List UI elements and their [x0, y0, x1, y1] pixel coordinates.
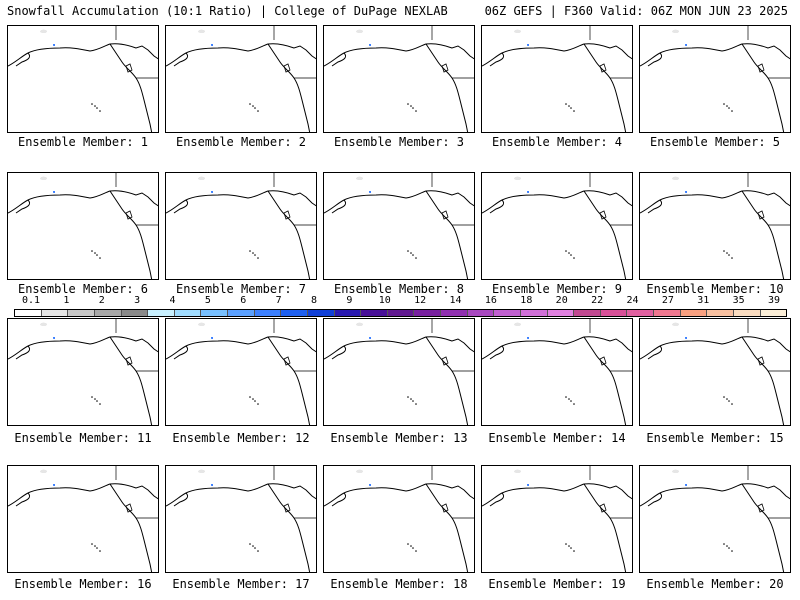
ensemble-member-label: Ensemble Member: 2: [175, 135, 307, 149]
chart-title: Snowfall Accumulation (10:1 Ratio) | Col…: [7, 4, 448, 18]
ensemble-map-7: [165, 172, 317, 280]
color-scale-tick: 31: [697, 295, 710, 306]
color-scale-cell: [68, 310, 95, 316]
ensemble-member-label: Ensemble Member: 20: [646, 577, 784, 591]
color-scale-tick: 6: [240, 295, 247, 306]
color-scale-cell: [760, 310, 787, 316]
ensemble-map-4: [481, 25, 633, 133]
color-scale-cell: [707, 310, 734, 316]
color-scale-cell: [41, 310, 69, 316]
ensemble-member-label: Ensemble Member: 17: [172, 577, 310, 591]
color-scale-tick: 5: [204, 295, 211, 306]
color-scale-cell: [574, 310, 601, 316]
ensemble-map-20: [639, 465, 791, 573]
ensemble-member-label: Ensemble Member: 7: [175, 282, 307, 296]
ensemble-member-label: Ensemble Member: 3: [333, 135, 465, 149]
ensemble-map-8: [323, 172, 475, 280]
color-scale-tick: 22: [591, 295, 604, 306]
color-scale-tick: 1: [63, 295, 70, 306]
ensemble-map-2: [165, 25, 317, 133]
color-scale-tick: 4: [169, 295, 176, 306]
ensemble-member-label: Ensemble Member: 16: [14, 577, 152, 591]
color-scale-cell: [600, 310, 628, 316]
ensemble-member-label: Ensemble Member: 11: [14, 431, 152, 445]
ensemble-map-12: [165, 318, 317, 426]
color-scale-cell: [334, 310, 362, 316]
color-scale-tick: 8: [311, 295, 318, 306]
color-scale-cell: [520, 310, 548, 316]
color-scale-cell: [654, 310, 681, 316]
color-scale-tick: 16: [484, 295, 497, 306]
color-scale-cell: [547, 310, 575, 316]
color-scale-tick: 3: [134, 295, 141, 306]
color-scale-cell: [307, 310, 335, 316]
ensemble-member-label: Ensemble Member: 6: [17, 282, 149, 296]
color-scale-cell: [467, 310, 495, 316]
color-scale-tick: 35: [732, 295, 745, 306]
ensemble-map-3: [323, 25, 475, 133]
ensemble-member-label: Ensemble Member: 18: [330, 577, 468, 591]
color-scale-labels: 0.1 1 2 3 4 5 6 7 8 9 10 12 14 16 18 20 22 24 27 31 35 39: [14, 295, 787, 309]
color-scale-cell: [441, 310, 468, 316]
color-scale-bar: [14, 309, 787, 317]
color-scale-cell: [414, 310, 441, 316]
color-scale-cell: [627, 310, 654, 316]
color-scale-tick: 2: [98, 295, 105, 306]
ensemble-map-17: [165, 465, 317, 573]
color-scale-cell: [15, 310, 42, 316]
color-scale-tick: 27: [661, 295, 674, 306]
ensemble-map-1: [7, 25, 159, 133]
color-scale-tick: 18: [520, 295, 533, 306]
ensemble-member-label: Ensemble Member: 14: [488, 431, 626, 445]
color-scale-cell: [94, 310, 122, 316]
color-scale-cell: [361, 310, 388, 316]
ensemble-map-11: [7, 318, 159, 426]
ensemble-member-label: Ensemble Member: 12: [172, 431, 310, 445]
ensemble-map-18: [323, 465, 475, 573]
ensemble-member-label: Ensemble Member: 9: [491, 282, 623, 296]
ensemble-map-5: [639, 25, 791, 133]
ensemble-map-13: [323, 318, 475, 426]
color-scale-cell: [254, 310, 282, 316]
ensemble-map-16: [7, 465, 159, 573]
ensemble-map-9: [481, 172, 633, 280]
color-scale-tick: 20: [555, 295, 568, 306]
ensemble-member-label: Ensemble Member: 10: [646, 282, 784, 296]
ensemble-member-label: Ensemble Member: 13: [330, 431, 468, 445]
color-scale-tick: 0.1: [21, 295, 41, 306]
color-scale-cell: [121, 310, 149, 316]
color-scale-tick: 14: [449, 295, 462, 306]
ensemble-map-14: [481, 318, 633, 426]
color-scale-tick: 39: [767, 295, 781, 306]
color-scale-tick: 7: [275, 295, 282, 306]
color-scale-tick: 12: [414, 295, 427, 306]
ensemble-map-6: [7, 172, 159, 280]
color-scale-cell: [228, 310, 255, 316]
color-scale-cell: [680, 310, 708, 316]
ensemble-member-label: Ensemble Member: 8: [333, 282, 465, 296]
ensemble-map-15: [639, 318, 791, 426]
color-scale-cell: [281, 310, 308, 316]
ensemble-map-10: [639, 172, 791, 280]
color-scale-cell: [733, 310, 761, 316]
run-valid-time: 06Z GEFS | F360 Valid: 06Z MON JUN 23 20…: [484, 4, 788, 18]
color-scale-cell: [387, 310, 415, 316]
ensemble-member-label: Ensemble Member: 5: [649, 135, 781, 149]
color-scale-cell: [148, 310, 175, 316]
color-scale-cell: [494, 310, 521, 316]
color-scale-cell: [201, 310, 228, 316]
ensemble-member-label: Ensemble Member: 15: [646, 431, 784, 445]
ensemble-member-label: Ensemble Member: 19: [488, 577, 626, 591]
color-scale-tick: 9: [346, 295, 353, 306]
color-scale-tick: 24: [626, 295, 639, 306]
color-scale-cell: [174, 310, 202, 316]
color-scale-tick: 10: [378, 295, 391, 306]
ensemble-member-label: Ensemble Member: 1: [17, 135, 149, 149]
ensemble-map-19: [481, 465, 633, 573]
ensemble-member-label: Ensemble Member: 4: [491, 135, 623, 149]
